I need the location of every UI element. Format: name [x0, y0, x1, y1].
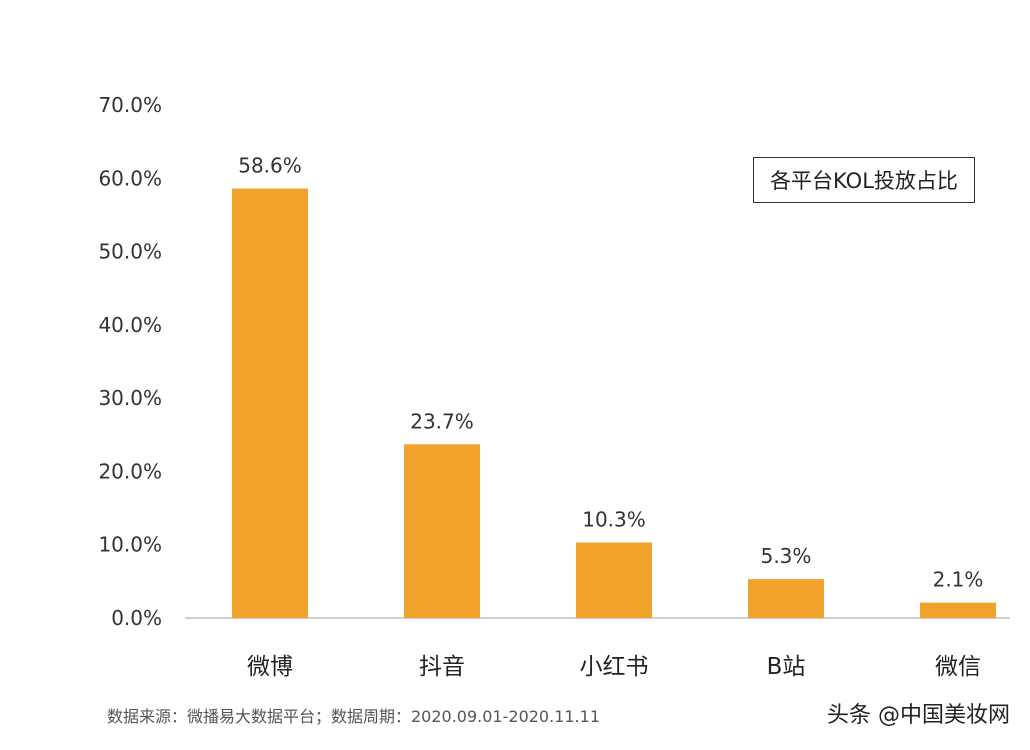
- data-source-note: 数据来源：微播易大数据平台；数据周期：2020.09.01-2020.11.11: [107, 707, 600, 726]
- bar: [404, 444, 480, 618]
- y-tick-label: 70.0%: [98, 93, 162, 117]
- brand-watermark-text: 头条 @中国美妆网: [827, 703, 1010, 728]
- y-tick-label: 20.0%: [98, 459, 162, 483]
- legend-label: 各平台KOL投放占比: [770, 169, 958, 193]
- bar: [748, 579, 824, 618]
- data-label: 23.7%: [410, 409, 474, 433]
- category-label: 抖音: [419, 654, 465, 680]
- y-tick-label: 40.0%: [98, 313, 162, 337]
- y-tick-label: 50.0%: [98, 240, 162, 264]
- bar: [576, 542, 652, 618]
- data-label: 2.1%: [933, 568, 984, 592]
- bar: [920, 602, 996, 618]
- y-tick-label: 10.0%: [98, 533, 162, 557]
- legend-box: 各平台KOL投放占比: [753, 157, 975, 203]
- y-tick-label: 30.0%: [98, 386, 162, 410]
- category-label: 微博: [247, 654, 293, 680]
- data-label: 5.3%: [761, 544, 812, 568]
- category-label: B站: [767, 654, 806, 680]
- data-label: 58.6%: [238, 154, 302, 178]
- y-tick-label: 60.0%: [98, 166, 162, 190]
- category-label: 微信: [935, 654, 981, 680]
- bar: [232, 188, 308, 618]
- y-tick-label: 0.0%: [111, 606, 162, 630]
- data-label: 10.3%: [582, 508, 646, 532]
- category-label: 小红书: [580, 654, 649, 680]
